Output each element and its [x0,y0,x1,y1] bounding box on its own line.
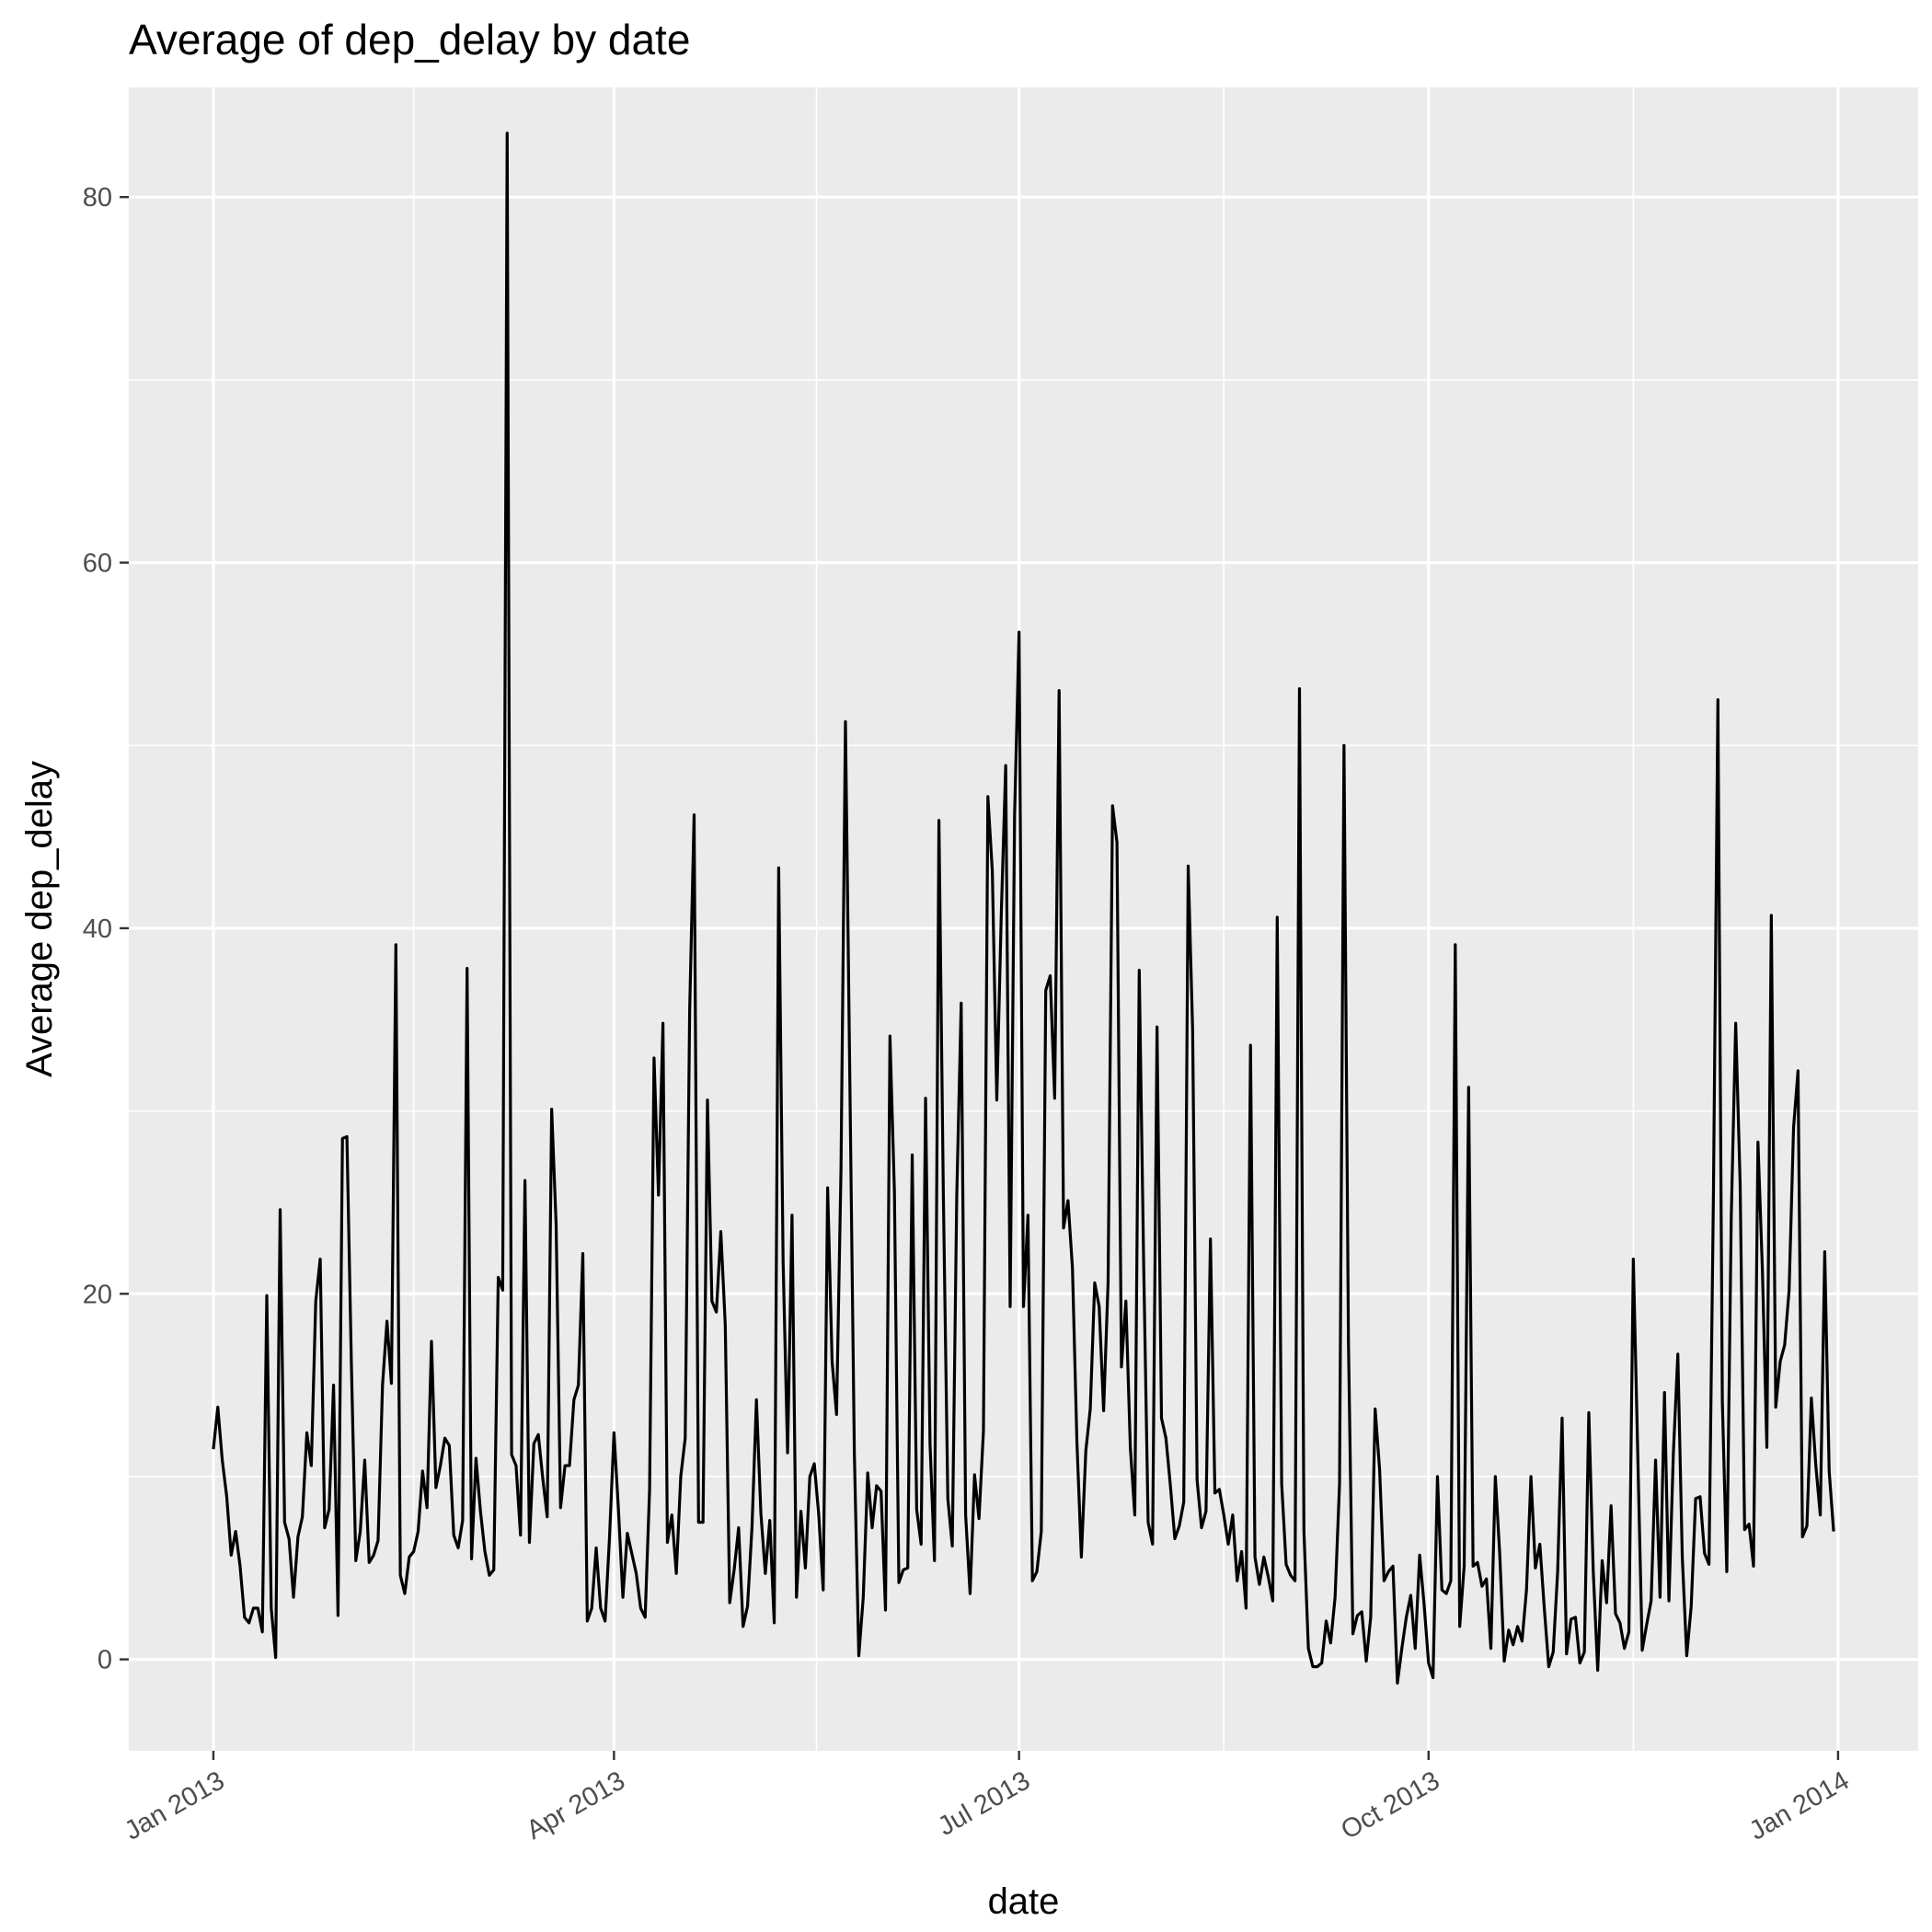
x-axis-title: date [988,1881,1060,1922]
major-gridlines [129,87,1918,1751]
y-tick-label: 0 [98,1646,112,1675]
y-tick-label: 20 [83,1280,112,1309]
x-tick-label: Apr 2013 [522,1765,630,1846]
x-tick-label: Jan 2014 [1744,1765,1854,1846]
y-tick-label: 60 [83,549,112,579]
chart-title: Average of dep_delay by date [129,16,690,63]
x-tick-label: Jan 2013 [120,1765,229,1846]
x-tick-label: Jul 2013 [933,1765,1035,1842]
y-axis: 0 20 40 60 80 [83,183,129,1675]
plot-panel [129,87,1918,1751]
y-tick-label: 40 [83,914,112,944]
x-tick-label: Oct 2013 [1336,1765,1444,1846]
series-line [212,132,1835,1685]
y-axis-title: Average dep_delay [19,761,60,1077]
y-tick-label: 80 [83,183,112,213]
minor-gridlines [129,87,1918,1751]
x-axis: Jan 2013 Apr 2013 Jul 2013 Oct 2013 Jan 2014 [120,1751,1854,1846]
